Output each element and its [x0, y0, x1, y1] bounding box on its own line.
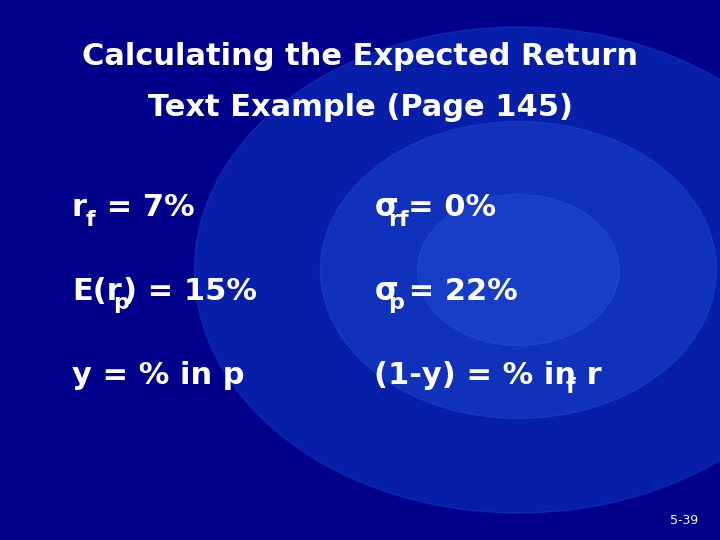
Text: f: f — [565, 377, 575, 397]
Text: f: f — [86, 210, 95, 230]
Text: Calculating the Expected Return: Calculating the Expected Return — [82, 42, 638, 71]
Text: rf: rf — [388, 210, 409, 230]
Text: = 0%: = 0% — [408, 193, 496, 222]
Ellipse shape — [320, 122, 716, 418]
Text: = 7%: = 7% — [96, 193, 194, 222]
Text: ) = 15%: ) = 15% — [123, 277, 257, 306]
Text: Text Example (Page 145): Text Example (Page 145) — [148, 93, 572, 123]
Text: (1-y) = % in r: (1-y) = % in r — [374, 361, 602, 390]
Text: r: r — [72, 193, 87, 222]
Text: y = % in p: y = % in p — [72, 361, 245, 390]
Text: E(r: E(r — [72, 277, 122, 306]
Text: σ: σ — [374, 193, 398, 222]
Text: p: p — [388, 293, 404, 314]
Ellipse shape — [194, 27, 720, 513]
Text: σ: σ — [374, 277, 398, 306]
Text: 5-39: 5-39 — [670, 514, 698, 526]
Text: p: p — [113, 293, 129, 314]
Ellipse shape — [418, 194, 619, 346]
Text: = 22%: = 22% — [398, 277, 518, 306]
